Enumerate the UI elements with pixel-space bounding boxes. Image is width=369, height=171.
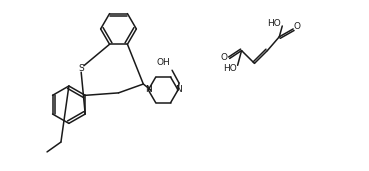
Text: HO: HO — [223, 64, 237, 73]
Text: HO: HO — [268, 18, 281, 28]
Text: N: N — [145, 86, 152, 94]
Text: N: N — [175, 86, 182, 94]
Text: S: S — [78, 64, 84, 73]
Text: O: O — [220, 53, 227, 62]
Text: OH: OH — [156, 58, 170, 67]
Text: O: O — [294, 22, 301, 31]
